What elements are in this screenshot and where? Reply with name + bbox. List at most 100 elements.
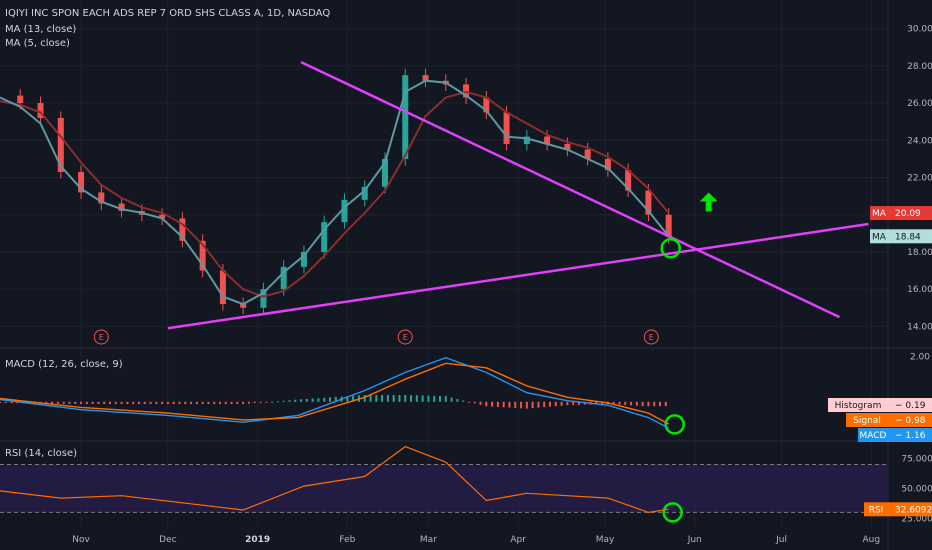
macd-hist-bar [334, 396, 337, 402]
macd-hist-bar [56, 401, 59, 404]
macd-hist-bar [502, 401, 505, 408]
tag-ma-fast-label-bg [870, 229, 888, 244]
candle-body [483, 97, 490, 113]
macd-hist-bar [375, 395, 378, 402]
macd-hist-bar [97, 401, 100, 405]
time-axis[interactable]: Nov Dec 2019 Feb Mar Apr May Jun Jul Aug [72, 535, 880, 545]
macd-hist-bar [68, 401, 71, 404]
macd-hist-bar [641, 401, 644, 406]
macd-hist-bar [4, 401, 7, 404]
macd-hist-bar [166, 401, 169, 405]
macd-hist-bar [664, 401, 667, 407]
candle-body [57, 117, 64, 172]
macd-hist-bar [491, 401, 494, 407]
rsi-tick-2: 25.0000 [901, 514, 932, 524]
macd-hist-bar [74, 401, 77, 404]
macd-hist-bar [329, 397, 331, 402]
macd-hist-bar [109, 401, 111, 405]
macd-hist-bar [114, 401, 117, 405]
annotation-circle-macd [664, 414, 685, 435]
tag-histogram-value-bg [888, 398, 932, 412]
tag-signal-value-bg [888, 413, 932, 427]
price-tick-0: 14.00 [907, 322, 932, 332]
macd-hist-bar [242, 401, 245, 405]
macd-hist-bar [178, 401, 181, 405]
macd-hist-bar [444, 396, 447, 402]
macd-hist-bar [496, 401, 499, 407]
time-tick-6: May [596, 535, 615, 545]
macd-hist-bar [410, 395, 413, 402]
macd-hist-bar [155, 401, 158, 405]
price-axis[interactable]: 14.0016.0018.0020.0022.0024.0026.0028.00… [901, 25, 932, 525]
legend-ma-5[interactable]: MA (5, close) [5, 38, 70, 49]
trendlines[interactable] [167, 60, 869, 330]
tag-ma-slow-label: MA [872, 209, 887, 219]
tag-ma-slow-value: 20.09 [895, 209, 921, 219]
macd-hist-bar [543, 401, 546, 408]
macd-hist-bar [276, 401, 279, 403]
macd-hist-bar [149, 401, 152, 405]
candle-body [422, 75, 429, 81]
rsi-tick-0: 75.0000 [901, 455, 932, 465]
earnings-marker-label-2: E [649, 333, 654, 342]
macd-hist-bar [294, 399, 297, 402]
price-tick-4: 22.00 [907, 174, 932, 184]
macd-hist-bar [566, 401, 569, 406]
candle-body [625, 170, 632, 191]
tag-macd-value-bg [888, 428, 932, 442]
legend-ma-13[interactable]: MA (13, close) [5, 24, 76, 35]
macd-hist-bar [265, 401, 268, 403]
tag-signal-label-bg [846, 413, 888, 427]
macd-hist-bar [456, 399, 459, 402]
macd-hist-bar [247, 401, 250, 404]
macd-hist-bar [369, 395, 372, 402]
macd-hist-bar [172, 401, 175, 405]
tag-macd-value: − 1.16 [895, 431, 926, 441]
time-tick-1: Dec [159, 535, 176, 545]
macd-hist-bar [103, 401, 106, 405]
trendline-0 [167, 222, 869, 330]
price-tick-6: 26.00 [907, 99, 932, 109]
up-arrow-icon [699, 192, 718, 212]
candle-body [564, 144, 571, 150]
price-tick-5: 24.00 [907, 136, 932, 146]
macd-histogram [0, 395, 667, 409]
candle-body [219, 270, 226, 305]
tag-ma-fast-label: MA [872, 232, 887, 242]
macd-hist-bar [346, 396, 349, 402]
macd-hist-bar [659, 401, 661, 407]
earnings-marker-2 [643, 329, 659, 345]
macd-hist-bar [190, 401, 193, 405]
macd-hist-bar [85, 401, 88, 405]
rsi-tick-1: 50.0000 [901, 484, 932, 494]
macd-hist-bar [311, 398, 314, 402]
time-tick-4: Mar [420, 535, 437, 545]
macd-hist-bar [45, 401, 48, 404]
macd-hist-bar [51, 401, 54, 404]
macd-hist-bar [201, 401, 204, 405]
earnings-marker-label-1: E [403, 333, 408, 342]
macd-line [0, 356, 670, 429]
candle-body [382, 158, 388, 187]
macd-hist-bar [479, 401, 482, 405]
annotation-circle-price [660, 237, 681, 259]
candle-body [199, 240, 206, 271]
macd-hist-bar [288, 400, 291, 402]
macd-hist-bar [601, 401, 604, 405]
macd-hist-bar [195, 401, 198, 405]
candle-body [604, 158, 611, 171]
candle-body [118, 203, 125, 211]
tag-rsi-value: 32.6092 [895, 505, 932, 515]
macd-hist-bar [514, 401, 517, 408]
earnings-marker-0 [93, 329, 109, 345]
price-tick-2: 18.00 [907, 248, 932, 258]
legend-rsi[interactable]: RSI (14, close) [5, 448, 77, 459]
price-tick-8: 30.00 [907, 25, 932, 35]
macd-hist-bar [439, 395, 441, 402]
ma-fast-line [0, 79, 670, 306]
legend-macd[interactable]: MACD (12, 26, close, 9) [5, 359, 123, 370]
macd-hist-bar [363, 395, 366, 402]
